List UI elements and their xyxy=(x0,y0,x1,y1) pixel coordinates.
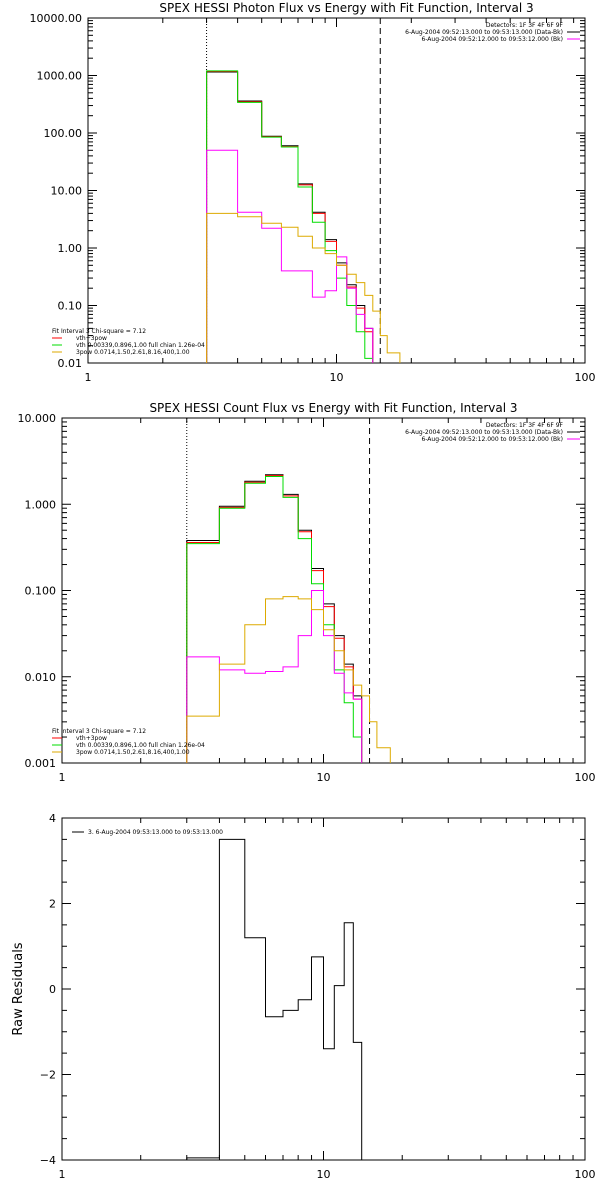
x-tick-label: 1 xyxy=(59,1168,66,1181)
series-line-3 xyxy=(206,149,374,363)
count-flux-panel: SPEX HESSI Count Flux vs Energy with Fit… xyxy=(18,401,596,784)
series-line-1 xyxy=(186,475,363,763)
legend-entry: 6-Aug-2004 09:52:12.000 to 09:53:12.000 … xyxy=(421,36,563,43)
series-line-2 xyxy=(206,70,374,363)
y-tick-label: 1.000 xyxy=(25,498,57,511)
legend-entry: 6-Aug-2004 09:52:13.000 to 09:53:13.000 … xyxy=(405,29,563,36)
y-tick-label: −2 xyxy=(40,1069,56,1082)
residuals-panel: 1 10 100 −4 −2 0 2 4 Raw Residuals 3. 6-Aug-2004 … xyxy=(11,812,596,1181)
legend-entry: vth 0.00339,0.896,1.00 full chian 1.26e-… xyxy=(76,342,205,349)
legend-entry: Detectors: 1F 3F 4F 6F 9F xyxy=(486,422,564,429)
y-tick-label: 1000.00 xyxy=(37,70,83,83)
y-tick-label: 0.100 xyxy=(25,585,57,598)
series-line-3 xyxy=(186,590,363,763)
x-tick-label: 1 xyxy=(59,771,66,784)
series-line-0 xyxy=(186,474,363,763)
y-tick-label: −4 xyxy=(40,1154,56,1167)
legend-entry: vth+3pow xyxy=(76,735,107,742)
y-tick-label: 10.00 xyxy=(51,185,83,198)
x-tick-label: 10 xyxy=(317,771,331,784)
y-tick-label: 1.00 xyxy=(58,242,83,255)
y-tick-label: 0 xyxy=(49,983,56,996)
plot-frame xyxy=(87,17,586,364)
y-axis-label: Raw Residuals xyxy=(11,942,26,1035)
y-tick-label: 0.001 xyxy=(25,757,57,770)
y-tick-label: 0.10 xyxy=(58,300,83,313)
series-line-4 xyxy=(186,596,391,763)
series-line-0 xyxy=(206,71,374,363)
legend-entry: Fit Interval 3 Chi-square = 7.12 xyxy=(52,328,146,335)
legend-entry: 6-Aug-2004 09:52:12.000 to 09:53:12.000 … xyxy=(421,436,563,443)
chart-title: SPEX HESSI Count Flux vs Energy with Fit… xyxy=(149,401,517,415)
legend-entry: 3pow 0.0714,1.50,2.61,8.16,400,1.00 xyxy=(76,749,190,756)
x-tick-label: 10 xyxy=(330,371,344,384)
legend-entry: Detectors: 1F 3F 4F 6F 9F xyxy=(486,22,564,29)
legend-entry: 3pow 0.0714,1.50,2.61,8.16,400,1.00 xyxy=(76,349,190,356)
y-tick-label: 2 xyxy=(49,898,56,911)
legend-entry: 3. 6-Aug-2004 09:53:13.000 to 09:53:13.0… xyxy=(88,829,223,836)
photon-flux-panel: SPEX HESSI Photon Flux vs Energy with Fi… xyxy=(30,1,596,384)
series-line-0 xyxy=(186,838,370,1160)
legend-entry: vth+3pow xyxy=(76,335,107,342)
legend-entry: Fit Interval 3 Chi-square = 7.12 xyxy=(52,728,146,735)
series-line-4 xyxy=(206,212,401,363)
y-tick-label: 4 xyxy=(49,812,56,825)
y-tick-label: 0.01 xyxy=(58,357,83,370)
legend-entry: vth 0.00339,0.896,1.00 full chian 1.26e-… xyxy=(76,742,205,749)
series-line-2 xyxy=(186,476,363,763)
series-line-1 xyxy=(206,70,374,363)
x-tick-label: 1 xyxy=(85,371,92,384)
chart-title: SPEX HESSI Photon Flux vs Energy with Fi… xyxy=(159,1,533,15)
y-tick-label: 0.010 xyxy=(25,671,57,684)
x-tick-label: 100 xyxy=(575,1168,596,1181)
y-tick-label: 10.000 xyxy=(18,412,57,425)
legend-entry: 6-Aug-2004 09:52:13.000 to 09:53:13.000 … xyxy=(405,429,563,436)
x-tick-label: 100 xyxy=(575,771,596,784)
y-tick-label: 10000.00 xyxy=(30,12,83,25)
x-tick-label: 10 xyxy=(317,1168,331,1181)
y-tick-label: 100.00 xyxy=(44,127,83,140)
x-tick-label: 100 xyxy=(575,371,596,384)
